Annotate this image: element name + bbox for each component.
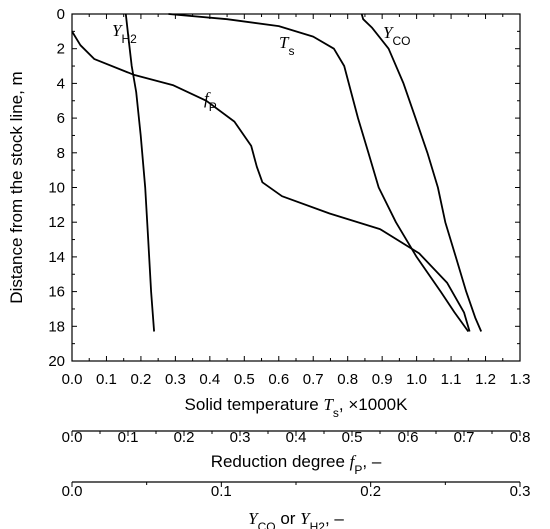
x-tick-label-temperature: 0.8 [337,371,358,388]
series-label-Ts: Ts [279,33,294,58]
series-line-YH2 [124,13,155,332]
x-tick-label-reduction: 0.1 [118,429,139,446]
y-tick-label: 18 [48,318,65,335]
x-tick-label-reduction: 0.4 [286,429,307,446]
y-tick-label: 8 [57,145,65,162]
x-tick-label-temperature: 0.4 [199,371,220,388]
y-tick-label: 4 [57,75,65,92]
x-tick-label-temperature: 0.1 [96,371,117,388]
x-tick-label-temperature: 0.5 [234,371,255,388]
x-axis-title-temperature: Solid temperature Ts, ×1000K [185,395,409,420]
y-tick-label: 14 [48,249,65,266]
x-tick-label-gas: 0.1 [211,483,232,500]
x-tick-label-temperature: 1.2 [475,371,496,388]
x-tick-label-reduction: 0.5 [342,429,363,446]
x-tick-label-temperature: 1.3 [510,371,531,388]
x-tick-label-gas: 0.0 [62,483,83,500]
x-tick-label-temperature: 1.1 [441,371,462,388]
x-tick-label-reduction: 0.6 [398,429,419,446]
series-label-fP: fP [204,89,217,114]
series-line-YCO [360,13,483,332]
series-line-Ts [168,13,470,333]
x-tick-label-reduction: 0.8 [510,429,531,446]
x-tick-label-reduction: 0.7 [454,429,475,446]
x-axis-title-reduction: Reduction degree fP, – [211,452,382,477]
series-label-YCO: YCO [383,23,410,48]
x-tick-label-reduction: 0.3 [230,429,251,446]
x-tick-label-temperature: 0.2 [130,371,151,388]
x-tick-label-temperature: 1.0 [406,371,427,388]
x-tick-label-temperature: 0.0 [62,371,83,388]
x-tick-label-temperature: 0.3 [165,371,186,388]
y-tick-label: 10 [48,180,65,197]
x-tick-label-reduction: 0.0 [62,429,83,446]
y-axis-title: Distance from the stock line, m [7,71,26,303]
x-tick-label-temperature: 0.7 [303,371,324,388]
y-tick-label: 12 [48,214,65,231]
y-tick-label: 16 [48,284,65,301]
series-label-YH2: YH2 [112,21,137,46]
y-tick-label: 6 [57,110,65,127]
x-tick-label-temperature: 0.9 [372,371,393,388]
y-tick-label: 0 [57,6,65,23]
x-tick-label-gas: 0.2 [360,483,381,500]
x-tick-label-temperature: 0.6 [268,371,289,388]
y-tick-label: 20 [48,353,65,370]
x-tick-label-reduction: 0.2 [174,429,195,446]
x-tick-label-gas: 0.3 [510,483,531,500]
x-axis-title-gas: YCO or YH2, – [248,509,344,529]
series-line-fP [71,30,471,332]
y-tick-label: 2 [57,41,65,58]
